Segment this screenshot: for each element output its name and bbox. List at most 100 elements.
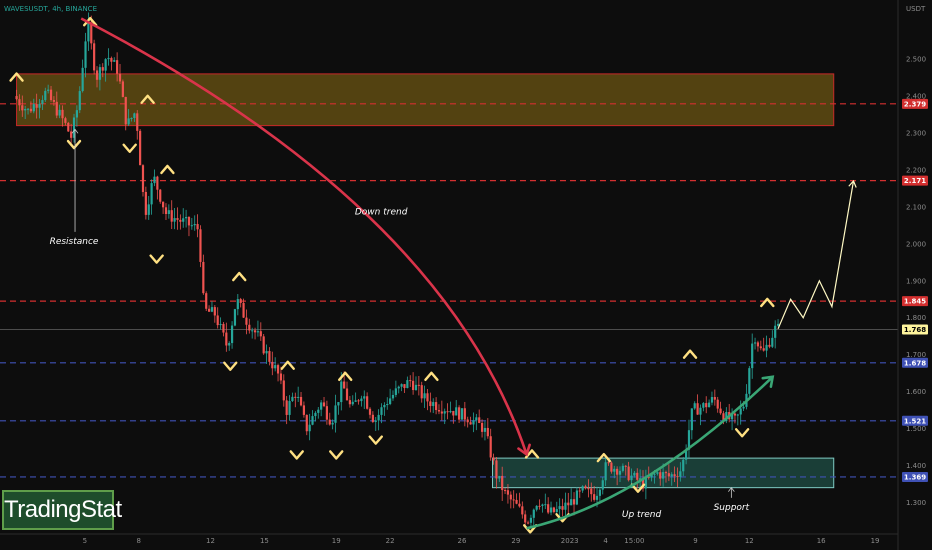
level-tag-label: 1.768 <box>904 326 926 334</box>
candle-body <box>776 323 780 326</box>
candle-body <box>756 342 760 347</box>
x-tick-label: 4 <box>603 537 608 545</box>
candle-body <box>104 59 107 71</box>
candle-body <box>233 309 237 326</box>
candle-body <box>768 344 771 347</box>
candle-body <box>394 388 397 395</box>
candle-body <box>67 122 70 132</box>
candle-body <box>673 474 676 477</box>
candle-body <box>679 471 682 477</box>
swing-high-marker <box>232 271 247 282</box>
candle-body <box>133 113 136 119</box>
candle-body <box>199 229 202 262</box>
candle-body <box>483 427 487 432</box>
x-tick-label: 8 <box>136 537 140 545</box>
candle-body <box>118 73 122 82</box>
candle-body <box>618 470 622 475</box>
candle-body <box>561 506 564 510</box>
candle-body <box>98 67 101 80</box>
candle-body <box>84 41 87 68</box>
candle-body <box>193 224 196 226</box>
candle-body <box>771 337 774 347</box>
candle-body <box>182 218 185 222</box>
candle-body <box>532 509 535 518</box>
candle-body <box>167 210 170 215</box>
y-tick-label: 1.400 <box>906 462 926 470</box>
swing-high-marker <box>524 449 540 459</box>
candle-body <box>360 398 363 402</box>
candle-body <box>547 504 550 513</box>
candle-body <box>383 404 386 408</box>
candle-body <box>21 105 24 111</box>
candle-body <box>400 384 403 387</box>
candle-body <box>719 408 722 414</box>
y-tick-label: 2.400 <box>906 93 926 101</box>
candle-body <box>705 403 708 408</box>
candle-body <box>736 414 739 416</box>
swing-low-marker <box>368 435 383 445</box>
candle-body <box>343 381 346 389</box>
y-tick-label: 1.500 <box>906 425 926 433</box>
candle-body <box>294 396 297 398</box>
x-tick-label: 16 <box>817 537 826 545</box>
candle-body <box>228 343 231 346</box>
swing-high-marker <box>682 349 698 359</box>
level-tag <box>902 296 928 307</box>
candle-body <box>512 499 515 501</box>
swing-high-marker <box>760 297 775 308</box>
candle-body <box>357 400 360 402</box>
candle-body <box>529 517 533 523</box>
candle-body <box>176 218 179 220</box>
level-tag-label: 2.379 <box>904 100 926 108</box>
up-trend-arrow <box>526 375 774 530</box>
candle-body <box>555 509 558 513</box>
candle-body <box>730 413 734 420</box>
candle-body <box>179 219 182 222</box>
swing-low-marker <box>329 450 344 460</box>
y-tick-label: 2.200 <box>906 166 926 174</box>
y-tick-label: 1.700 <box>906 351 926 359</box>
candle-body <box>690 408 693 431</box>
candle-body <box>412 380 415 391</box>
candle-body <box>291 396 294 402</box>
candle-body <box>35 104 38 108</box>
level-tag <box>902 415 928 426</box>
candle-body <box>627 466 630 481</box>
candle-body <box>190 225 193 227</box>
candle-body <box>693 403 696 409</box>
swing-low-marker <box>734 428 750 438</box>
candle-body <box>64 118 67 123</box>
candle-body <box>716 399 719 409</box>
candle-body <box>469 422 472 425</box>
candle-body <box>593 494 596 500</box>
candle-body <box>153 176 156 184</box>
candle-body <box>354 400 357 402</box>
candle-body <box>524 514 527 523</box>
candle-body <box>274 365 277 369</box>
candle-body <box>662 472 665 479</box>
candle-body <box>409 380 412 382</box>
swing-high-marker <box>160 164 175 175</box>
candle-body <box>552 507 556 513</box>
level-tag <box>902 98 928 109</box>
resistance-zone[interactable] <box>16 73 835 127</box>
candle-body <box>518 503 521 507</box>
candle-body <box>584 486 587 489</box>
candle-body <box>676 476 679 478</box>
candle-body <box>707 402 711 408</box>
candle-body <box>641 478 645 489</box>
y-tick-label: 1.800 <box>906 314 926 322</box>
candle-body <box>607 462 610 464</box>
candle-body <box>636 472 639 480</box>
candle-body <box>437 410 441 412</box>
candle-body <box>440 411 443 414</box>
candle-body <box>26 108 30 110</box>
level-tag-label: 1.678 <box>904 359 926 367</box>
candle-body <box>521 506 524 515</box>
candle-body <box>44 90 47 101</box>
up-trend-arrow-arrowhead <box>761 375 775 388</box>
candle-body <box>535 505 538 510</box>
candle-body <box>475 417 478 421</box>
candle-body <box>219 323 222 326</box>
